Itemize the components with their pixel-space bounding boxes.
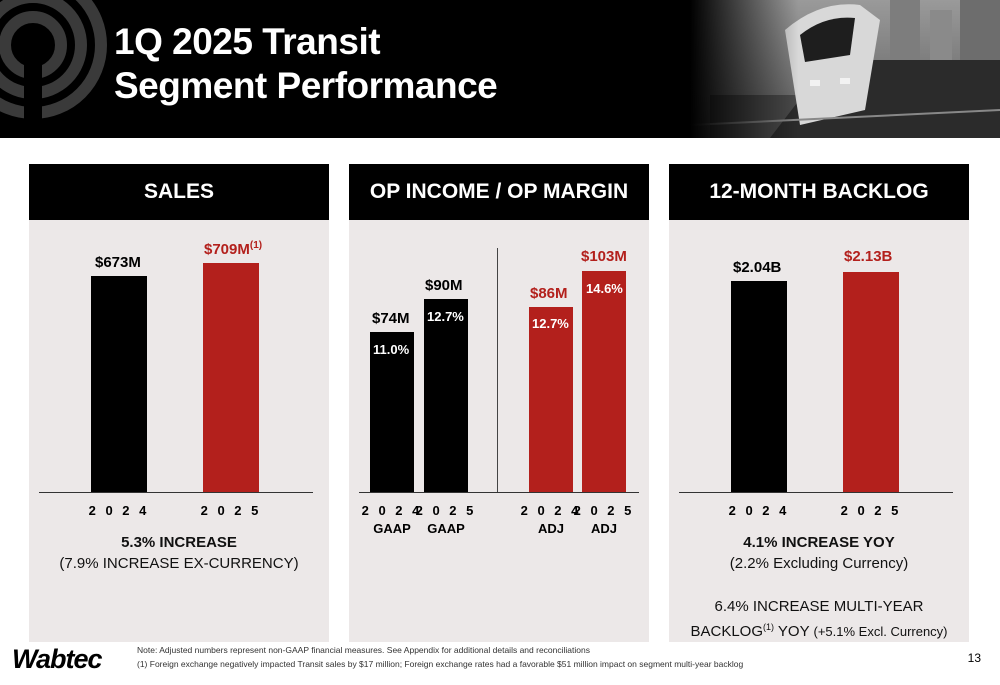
title-line-1: 1Q 2025 Transit (114, 21, 381, 62)
op-tick-2024-gaap: 2 0 2 4 (361, 503, 423, 518)
sales-panel: SALES $673M $709M(1) 2 0 2 4 2 0 2 5 5.3… (29, 164, 329, 642)
backlog-tick-2024: 2 0 2 4 (728, 503, 790, 518)
wabtec-ring-mark-icon (0, 0, 107, 120)
op-income-panel: OP INCOME / OP MARGIN $74M $90M $86M $10… (349, 164, 649, 642)
backlog-value-2025: $2.13B (844, 248, 893, 265)
op-bar-2025-adj (582, 271, 626, 492)
sales-value-2024: $673M (95, 254, 141, 271)
op-tick-2024-adj: 2 0 2 4 (520, 503, 582, 518)
sales-caption-line1: 5.3% INCREASE (121, 534, 237, 551)
op-bar-2025-gaap (424, 299, 468, 492)
sales-heading: SALES (29, 164, 329, 220)
op-bar-2024-adj (529, 307, 573, 492)
train-photo (690, 0, 1000, 138)
op-income-axis (359, 492, 639, 493)
sales-value-2025: $709M(1) (204, 240, 263, 258)
backlog-heading: 12-MONTH BACKLOG (669, 164, 969, 220)
backlog-caption: 4.1% INCREASE YOY (2.2% Excluding Curren… (669, 532, 969, 574)
sales-bar-2025 (203, 263, 259, 493)
sales-axis (39, 492, 313, 493)
backlog-tick-2025: 2 0 2 5 (840, 503, 902, 518)
op-bar-2024-gaap (370, 332, 414, 492)
title-banner: 1Q 2025 Transit Segment Performance (0, 0, 1000, 138)
op-value-2024-adj: $86M (530, 285, 568, 302)
op-tick-2025-adj: 2 0 2 5 (573, 503, 635, 518)
sales-caption: 5.3% INCREASE (7.9% INCREASE EX-CURRENCY… (29, 532, 329, 574)
backlog-bar-2025 (843, 272, 899, 492)
op-margin-2024-gaap: 11.0% (373, 342, 410, 357)
footer-footnote-1: (1) Foreign exchange negatively impacted… (137, 659, 744, 669)
gaap-adj-divider (497, 248, 498, 492)
footer-note: Note: Adjusted numbers represent non-GAA… (137, 645, 590, 655)
backlog-caption-line4: BACKLOG(1) YOY (+5.1% Excl. Currency) (690, 622, 948, 640)
backlog-panel: 12-MONTH BACKLOG $2.04B $2.13B 2 0 2 4 2… (669, 164, 969, 642)
backlog-bar-2024 (731, 281, 787, 492)
page-number: 13 (967, 651, 981, 665)
sales-bar-2024 (91, 276, 147, 493)
backlog-axis (679, 492, 953, 493)
op-margin-2025-adj: 14.6% (586, 281, 623, 296)
op-tick-2025-gaap: 2 0 2 5 (415, 503, 477, 518)
wabtec-logo: Wabtec (12, 644, 103, 674)
op-margin-2024-adj: 12.7% (532, 316, 569, 331)
backlog-caption-line1: 4.1% INCREASE YOY (743, 534, 895, 551)
op-value-2024-gaap: $74M (372, 310, 410, 327)
sales-tick-2025: 2 0 2 5 (200, 503, 262, 518)
op-income-heading: OP INCOME / OP MARGIN (349, 164, 649, 220)
sales-caption-line2: (7.9% INCREASE EX-CURRENCY) (59, 555, 299, 572)
title-line-2: Segment Performance (114, 65, 498, 106)
sales-tick-2024: 2 0 2 4 (88, 503, 150, 518)
backlog-value-2024: $2.04B (733, 259, 782, 276)
backlog-multiyear-caption: 6.4% INCREASE MULTI-YEAR BACKLOG(1) YOY … (669, 596, 969, 642)
backlog-caption-line2: (2.2% Excluding Currency) (729, 555, 909, 572)
page-title: 1Q 2025 Transit Segment Performance (114, 20, 498, 108)
op-margin-2025-gaap: 12.7% (427, 309, 464, 324)
op-basis-2024-gaap: GAAP (373, 521, 411, 536)
op-value-2025-gaap: $90M (425, 277, 463, 294)
op-basis-2025-adj: ADJ (590, 521, 617, 536)
op-basis-2024-adj: ADJ (537, 521, 564, 536)
op-basis-2025-gaap: GAAP (427, 521, 465, 536)
op-value-2025-adj: $103M (581, 248, 627, 265)
backlog-caption-line3: 6.4% INCREASE MULTI-YEAR (714, 598, 924, 615)
